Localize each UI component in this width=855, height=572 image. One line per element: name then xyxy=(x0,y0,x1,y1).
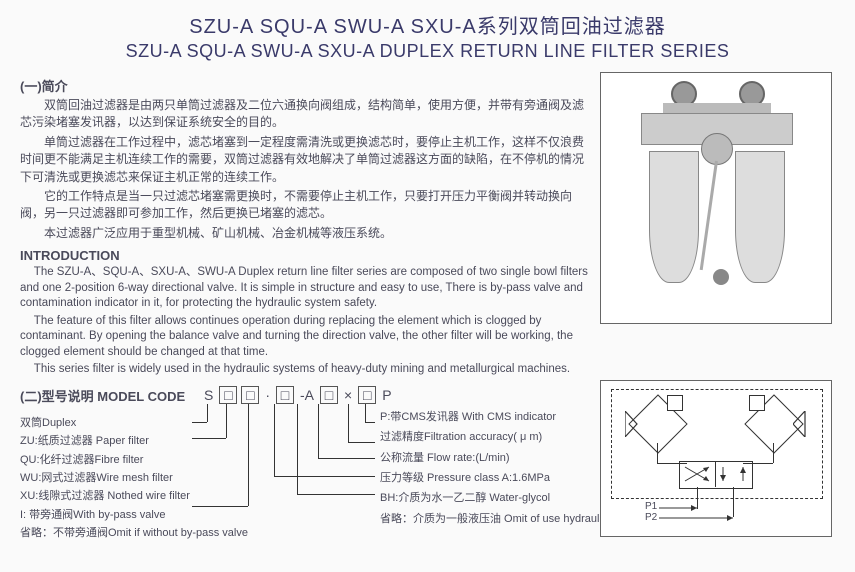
code-dot: · xyxy=(265,386,270,404)
label-bh: BH:介质为水一乙二醇 Water-glycol xyxy=(380,491,621,506)
label-cms: P:带CMS发讯器 With CMS indicator xyxy=(380,410,621,425)
left-column: (一)简介 双筒回油过滤器是由两只单筒过滤器及二位六通换向阀组成，结构简单，使用… xyxy=(20,72,590,380)
model-right-labels: P:带CMS发讯器 With CMS indicator 过滤精度Filtrat… xyxy=(380,410,621,532)
port-p1-label: P1 xyxy=(645,501,657,512)
label-pressure: 压力等级 Pressure class A:1.6MPa xyxy=(380,471,621,486)
code-pattern: S □ □ · □ -A □ × □ P xyxy=(200,386,396,404)
cn-paragraph-1: 双筒回油过滤器是由两只单筒过滤器及二位六通换向阀组成，结构简单，使用方便，并带有… xyxy=(20,97,590,132)
hydraulic-schematic: P1 P2 xyxy=(600,380,832,537)
label-omit-bypass: 省略：不带旁通阀Omit if without by-pass valve xyxy=(20,526,248,541)
code-box-4: □ xyxy=(320,386,338,404)
port-p2-label: P2 xyxy=(645,512,657,523)
code-box-3: □ xyxy=(276,386,294,404)
label-duplex: 双筒Duplex xyxy=(20,416,248,431)
code-a: -A xyxy=(300,386,314,404)
code-box-5: □ xyxy=(358,386,376,404)
title-chinese: SZU-A SQU-A SWU-A SXU-A系列双筒回油过滤器 xyxy=(20,10,835,39)
body-row: (一)简介 双筒回油过滤器是由两只单筒过滤器及二位六通换向阀组成，结构简单，使用… xyxy=(20,72,835,380)
code-box-1: □ xyxy=(219,386,237,404)
cn-paragraph-2: 单筒过滤器在工作过程中，滤芯堵塞到一定程度需清洗或更换滤芯时，要停止主机工作，这… xyxy=(20,134,590,186)
model-code-diagram: (二)型号说明 MODEL CODE S □ □ · □ -A □ × □ P xyxy=(20,386,590,536)
label-flow: 公称流量 Flow rate:(L/min) xyxy=(380,451,621,466)
title-english: SZU-A SQU-A SWU-A SXU-A DUPLEX RETURN LI… xyxy=(20,41,835,62)
label-bypass: I: 带旁通阀With by-pass valve xyxy=(20,508,248,523)
code-box-2: □ xyxy=(241,386,259,404)
code-x: × xyxy=(344,386,352,404)
label-wu: WU:网式过滤器Wire mesh filter xyxy=(20,471,248,486)
code-char-s: S xyxy=(204,386,213,404)
code-p: P xyxy=(382,386,391,404)
label-qu: QU:化纤过滤器Fibre filter xyxy=(20,453,248,468)
label-omit-fluid: 省略：介质为一般液压油 Omit of use hydraulic oil xyxy=(380,512,621,527)
en-paragraph-3: This series filter is widely used in the… xyxy=(20,362,590,378)
model-code-section: (二)型号说明 MODEL CODE S □ □ · □ -A □ × □ P xyxy=(20,386,590,536)
label-accuracy: 过滤精度Filtration accuracy( μ m) xyxy=(380,430,621,445)
product-image xyxy=(600,72,832,324)
label-xu: XU:线隙式过滤器 Nothed wire filter xyxy=(20,489,248,504)
model-left-labels: 双筒Duplex ZU:纸质过滤器 Paper filter QU:化纤过滤器F… xyxy=(20,416,248,545)
cn-paragraph-4: 本过滤器广泛应用于重型机械、矿山机械、冶金机械等液压系统。 xyxy=(20,225,590,242)
right-column xyxy=(600,72,835,380)
label-zu: ZU:纸质过滤器 Paper filter xyxy=(20,434,248,449)
introduction-heading: INTRODUCTION xyxy=(20,248,590,263)
cn-paragraph-3: 它的工作特点是当一只过滤芯堵塞需更换时，不需要停止主机工作，只要打开压力平衡阀并… xyxy=(20,188,590,223)
en-paragraph-2: The feature of this filter allows contin… xyxy=(20,314,590,361)
en-paragraph-1: The SZU-A、SQU-A、SXU-A、SWU-A Duplex retur… xyxy=(20,265,590,312)
section-1-heading: (一)简介 xyxy=(20,76,590,95)
